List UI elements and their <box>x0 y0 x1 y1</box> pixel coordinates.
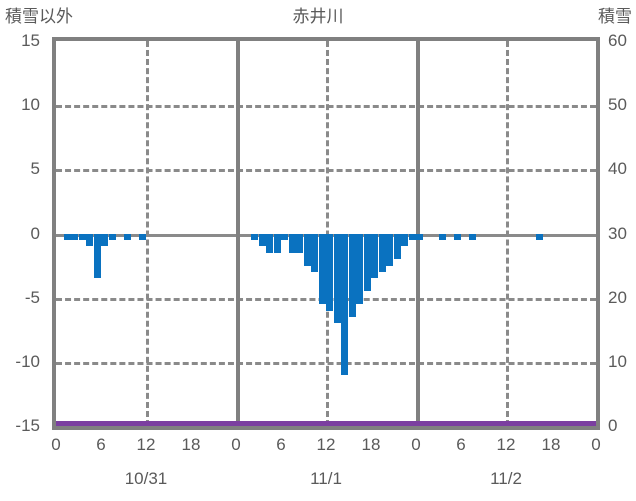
precipitation-bar <box>416 233 424 240</box>
precipitation-bar <box>288 233 296 253</box>
precipitation-bar <box>326 233 334 311</box>
left-axis-tick-0: 15 <box>21 31 40 50</box>
precipitation-bar <box>318 233 326 305</box>
vertical-gridline <box>506 41 509 426</box>
x-axis-hour-tick-1: 6 <box>96 435 106 454</box>
x-axis-hour-tick-2: 12 <box>136 435 156 454</box>
precipitation-bar <box>258 233 266 247</box>
left-axis-tick-5: -10 <box>15 351 40 371</box>
plot-inner <box>56 41 596 426</box>
chart-title: 赤井川 <box>292 7 344 26</box>
precipitation-bar <box>281 233 289 240</box>
x-axis-hour-tick-8: 0 <box>411 435 421 454</box>
precipitation-bar <box>296 233 304 253</box>
precipitation-bar <box>378 233 386 272</box>
x-axis-date-label-0: 10/31 <box>124 469 168 488</box>
x-axis-date-label-2: 11/2 <box>490 469 522 488</box>
precipitation-bar <box>356 233 364 305</box>
x-axis-hour-tick-0: 0 <box>51 435 61 454</box>
x-axis-hour-tick-12: 0 <box>591 435 601 454</box>
precipitation-bar <box>71 233 79 240</box>
precipitation-bar <box>438 233 446 240</box>
precipitation-bar <box>468 233 476 240</box>
left-axis-tick-6: -15 <box>15 416 40 435</box>
precipitation-bar <box>393 233 401 260</box>
right-axis-tick-0: 60 <box>608 31 627 50</box>
right-axis-tick-5: 10 <box>608 351 627 371</box>
precipitation-bar <box>536 233 544 240</box>
precipitation-bar <box>348 233 356 317</box>
left-axis-title: 積雪以外 <box>5 7 73 26</box>
precipitation-bar <box>86 233 94 247</box>
snow-depth-line <box>56 421 596 426</box>
precipitation-bar <box>273 233 281 253</box>
precipitation-bar <box>123 233 131 240</box>
x-axis-date-label-1: 11/1 <box>310 469 342 488</box>
left-axis-tick-3: 0 <box>30 223 40 243</box>
precipitation-bar <box>363 233 371 292</box>
plot-area <box>52 37 600 430</box>
precipitation-bar <box>371 233 379 279</box>
left-axis-tick-2: 5 <box>30 159 40 179</box>
precipitation-bar <box>251 233 259 240</box>
x-axis-hour-tick-3: 18 <box>181 435 201 454</box>
right-axis-tick-6: 0 <box>608 416 618 435</box>
precipitation-bar <box>63 233 71 240</box>
left-axis-tick-1: 10 <box>21 95 40 115</box>
x-axis-hour-tick-6: 12 <box>316 435 336 454</box>
precipitation-bar <box>93 233 101 279</box>
precipitation-bar <box>311 233 319 272</box>
precipitation-bar <box>266 233 274 253</box>
vertical-gridline <box>146 41 149 426</box>
x-axis-hour-tick-4: 0 <box>231 435 241 454</box>
precipitation-bar <box>408 233 416 240</box>
right-axis-tick-4: 20 <box>608 287 627 307</box>
precipitation-bar <box>453 233 461 240</box>
precipitation-bar <box>78 233 86 240</box>
right-axis-tick-1: 50 <box>608 95 627 115</box>
precipitation-bar <box>333 233 341 324</box>
x-axis-hour-tick-7: 18 <box>361 435 381 454</box>
left-axis-tick-4: -5 <box>24 287 40 307</box>
right-axis-title: 積雪 <box>598 7 632 26</box>
x-axis-hour-tick-9: 6 <box>456 435 466 454</box>
precipitation-bar <box>341 233 349 375</box>
x-axis-hour-tick-11: 18 <box>541 435 561 454</box>
precipitation-bar <box>386 233 394 266</box>
right-axis-tick-2: 40 <box>608 159 627 179</box>
x-axis-hour-tick-5: 6 <box>276 435 286 454</box>
precipitation-bar <box>138 233 146 240</box>
precipitation-bar <box>101 233 109 247</box>
precipitation-bar <box>303 233 311 266</box>
precipitation-bar <box>108 233 116 240</box>
precipitation-bar <box>401 233 409 247</box>
right-axis-tick-3: 30 <box>608 223 627 243</box>
day-divider <box>236 41 240 426</box>
x-axis-hour-tick-10: 12 <box>496 435 516 454</box>
